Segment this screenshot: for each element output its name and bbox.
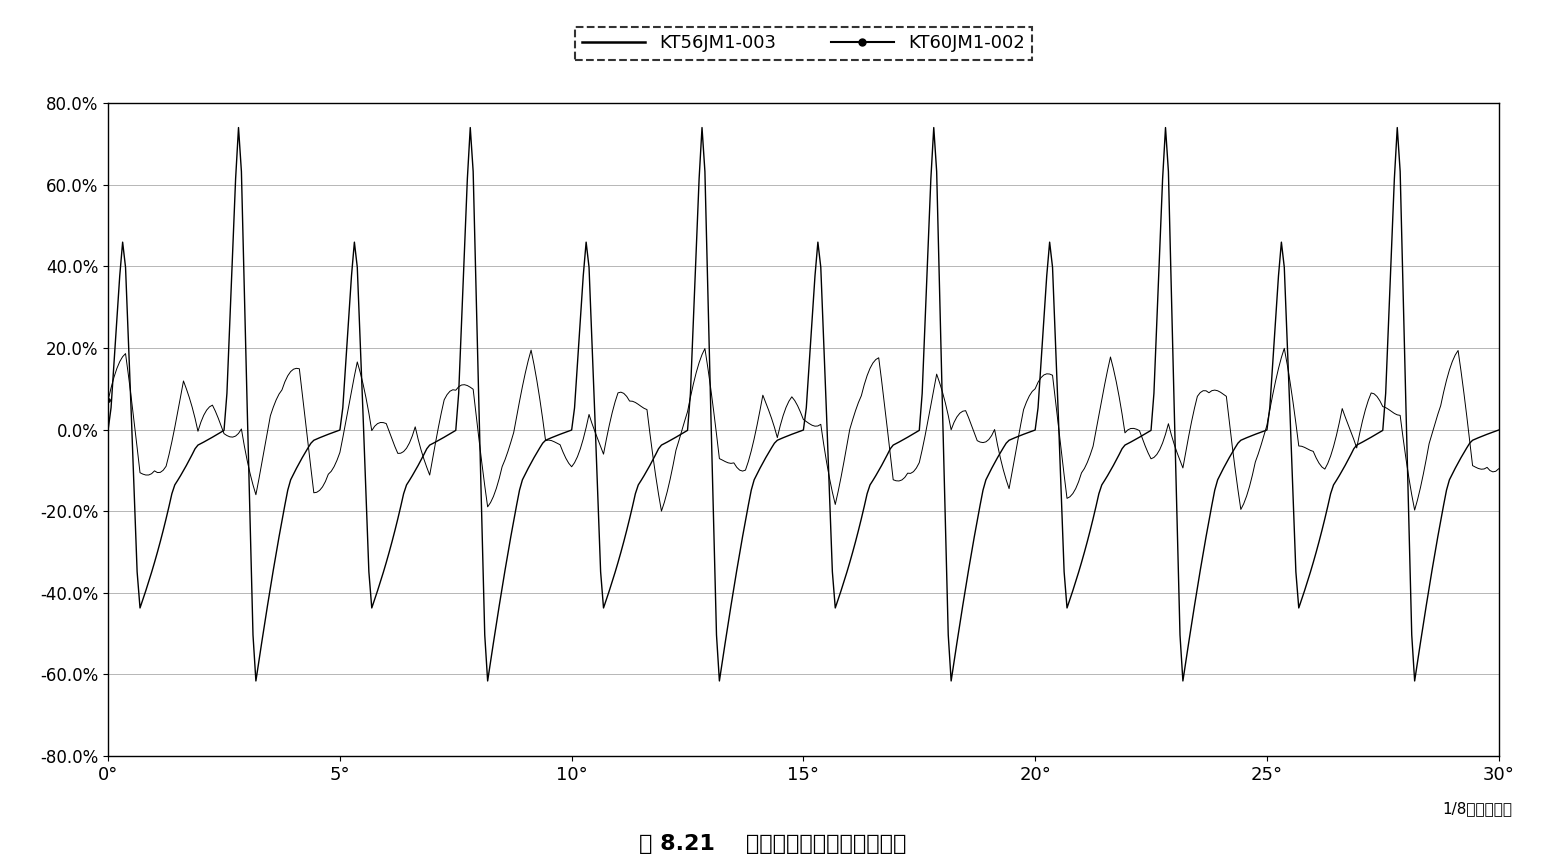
Legend: KT56JM1-003, KT60JM1-002: KT56JM1-003, KT60JM1-002 [575,27,1032,59]
Text: 1/8微步进驱动: 1/8微步进驱动 [1443,801,1513,817]
Text: 图 8.21    细分步进时的位置定位精度: 图 8.21 细分步进时的位置定位精度 [638,834,907,855]
